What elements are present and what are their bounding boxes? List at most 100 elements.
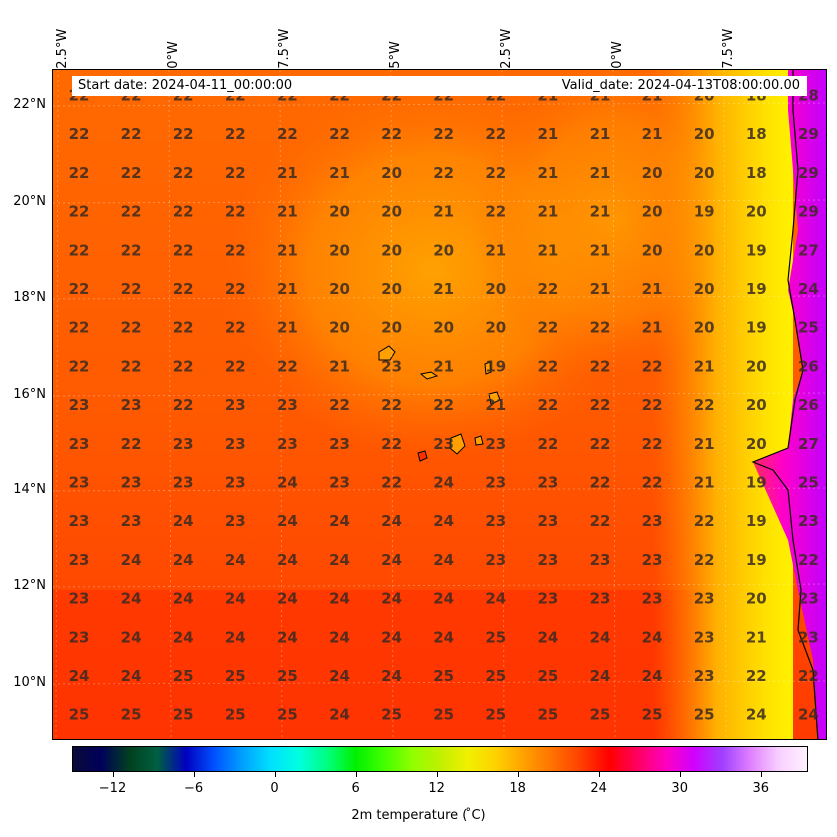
grid-value: 24 [121, 628, 142, 646]
grid-value: 21 [642, 319, 663, 337]
colorbar-tick-label: 12 [428, 781, 445, 796]
grid-value: 25 [277, 667, 298, 685]
grid-value: 23 [642, 590, 663, 608]
grid-value: 23 [225, 512, 246, 530]
grid-value: 26 [798, 396, 819, 414]
grid-value: 23 [642, 551, 663, 569]
grid-value: 24 [329, 628, 350, 646]
grid-value: 25 [433, 667, 454, 685]
grid-value: 21 [277, 164, 298, 182]
grid-value: 24 [277, 474, 298, 492]
grid-value: 22 [590, 396, 611, 414]
grid-value: 21 [433, 280, 454, 298]
grid-value: 22 [121, 241, 142, 259]
grid-value: 23 [381, 357, 402, 375]
grid-value: 25 [485, 706, 506, 724]
grid-value: 19 [746, 280, 767, 298]
grid-value: 25 [69, 706, 90, 724]
grid-value: 25 [537, 706, 558, 724]
colorbar-tick-label: 6 [351, 781, 360, 796]
coastline [751, 70, 819, 739]
grid-value: 24 [329, 706, 350, 724]
colorbar-tick [355, 772, 357, 777]
grid-value: 22 [173, 319, 194, 337]
grid-value: 22 [121, 435, 142, 453]
grid-value: 24 [433, 628, 454, 646]
grid-value: 24 [746, 706, 767, 724]
start-date-label: Start date: 2024-04-11_00:00:00 [78, 78, 293, 93]
grid-value: 24 [225, 551, 246, 569]
colorbar-tick [274, 772, 276, 777]
grid-value: 22 [433, 164, 454, 182]
grid-value: 29 [798, 203, 819, 221]
grid-value: 24 [329, 551, 350, 569]
grid-value: 21 [277, 203, 298, 221]
grid-value: 22 [798, 551, 819, 569]
grid-value: 23 [121, 512, 142, 530]
grid-value: 22 [225, 203, 246, 221]
grid-value: 20 [642, 241, 663, 259]
grid-value: 23 [225, 435, 246, 453]
grid-value: 24 [329, 590, 350, 608]
grid-value: 25 [485, 628, 506, 646]
grid-value: 21 [590, 241, 611, 259]
grid-value: 21 [694, 435, 715, 453]
grid-value: 23 [798, 628, 819, 646]
grid-value: 24 [121, 667, 142, 685]
grid-value: 22 [485, 164, 506, 182]
grid-value: 23 [537, 474, 558, 492]
grid-value: 23 [642, 512, 663, 530]
grid-value: 25 [798, 319, 819, 337]
colorbar-tick-label: 24 [590, 781, 607, 796]
grid-value: 20 [746, 203, 767, 221]
grid-value: 23 [798, 590, 819, 608]
grid-value: 22 [69, 280, 90, 298]
grid-value: 24 [173, 512, 194, 530]
info-bar: Start date: 2024-04-11_00:00:00 Valid_da… [72, 76, 807, 96]
grid-value: 23 [590, 590, 611, 608]
colorbar-tick [598, 772, 600, 777]
island-fogo [417, 450, 428, 462]
grid-value: 23 [329, 474, 350, 492]
grid-value: 19 [694, 203, 715, 221]
grid-value: 21 [433, 357, 454, 375]
island-sao-vicente [419, 371, 439, 380]
grid-value: 20 [329, 203, 350, 221]
grid-value: 20 [329, 241, 350, 259]
grid-value: 24 [642, 667, 663, 685]
grid-value: 24 [537, 628, 558, 646]
grid-value: 23 [225, 396, 246, 414]
colorbar-tick-label: 36 [752, 781, 769, 796]
grid-value: 20 [642, 203, 663, 221]
grid-value: 20 [329, 280, 350, 298]
grid-value: 24 [277, 590, 298, 608]
grid-value: 22 [121, 357, 142, 375]
grid-value: 22 [121, 164, 142, 182]
grid-value: 22 [746, 667, 767, 685]
grid-value: 25 [121, 706, 142, 724]
grid-value: 26 [798, 357, 819, 375]
grid-value: 22 [537, 319, 558, 337]
grid-value: 23 [485, 512, 506, 530]
graticule [53, 70, 826, 739]
lat-label-12n: 12°N [13, 578, 46, 593]
grid-value: 25 [537, 667, 558, 685]
grid-value: 24 [69, 667, 90, 685]
grid-value: 23 [485, 551, 506, 569]
grid-value: 20 [746, 590, 767, 608]
lat-label-14n: 14°N [13, 482, 46, 497]
grid-value: 23 [69, 590, 90, 608]
grid-value: 23 [329, 435, 350, 453]
grid-value: 21 [694, 357, 715, 375]
colorbar-tick [436, 772, 438, 777]
grid-value: 24 [381, 628, 402, 646]
grid-value: 20 [381, 203, 402, 221]
island-maio [474, 435, 484, 446]
grid-value: 21 [642, 280, 663, 298]
grid-value: 21 [329, 357, 350, 375]
grid-value: 24 [642, 628, 663, 646]
grid-value: 18 [746, 164, 767, 182]
grid-value: 23 [69, 435, 90, 453]
lat-label-18n: 18°N [13, 290, 46, 305]
grid-value: 22 [69, 125, 90, 143]
